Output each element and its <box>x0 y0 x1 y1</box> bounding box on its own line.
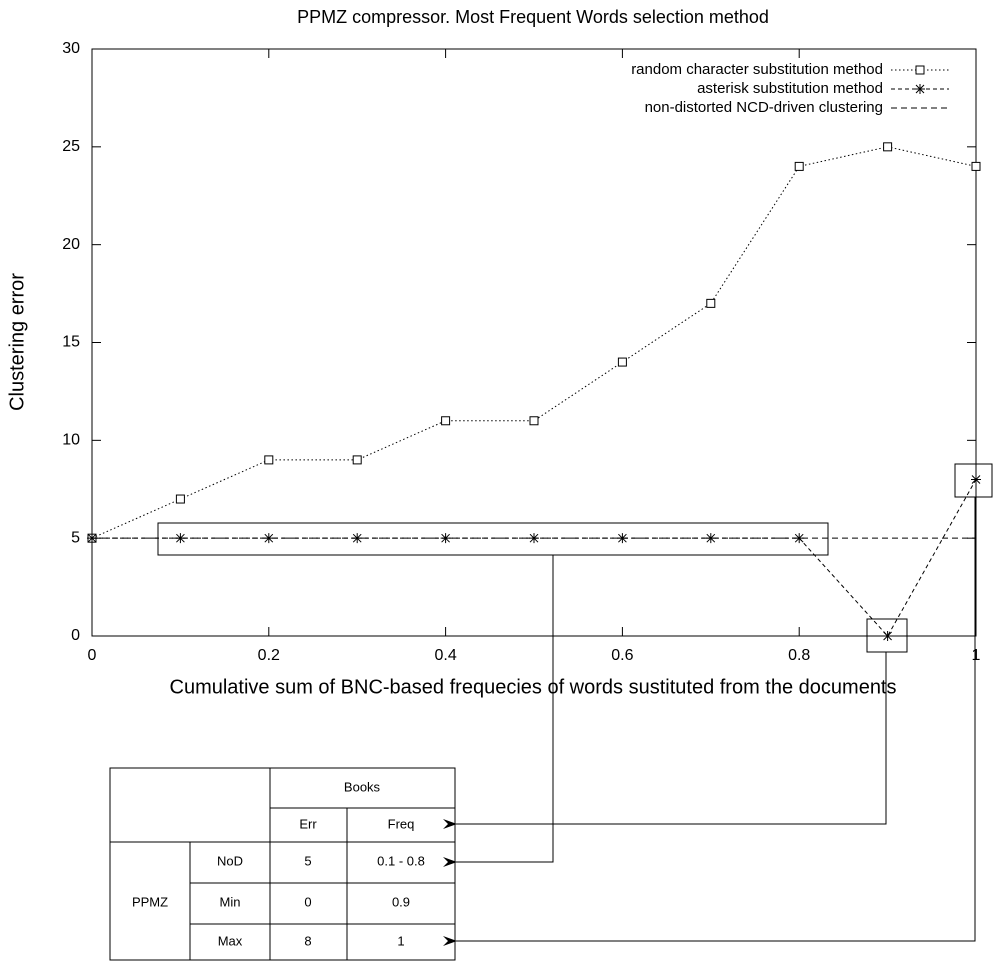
y-tick-label: 15 <box>62 334 80 351</box>
x-tick-label: 0.6 <box>611 647 633 664</box>
x-axis-label: Cumulative sum of BNC-based frequecies o… <box>170 676 897 698</box>
data-point <box>794 161 804 171</box>
x-tick-label: 0.8 <box>788 647 810 664</box>
data-point <box>617 357 627 367</box>
data-point <box>175 494 185 504</box>
data-point <box>263 533 274 544</box>
chart-title: PPMZ compressor. Most Frequent Words sel… <box>297 7 769 27</box>
x-tick-label: 0 <box>88 647 97 664</box>
connector-arrow <box>443 555 554 867</box>
y-axis-label: Clustering error <box>6 273 28 411</box>
data-point <box>883 142 893 152</box>
data-point <box>529 416 539 426</box>
y-tick-label: 25 <box>62 138 80 155</box>
plot-frame <box>91 48 977 637</box>
table-cell: 1 <box>397 933 404 948</box>
annotation-box <box>157 522 829 556</box>
legend-label: random character substitution method <box>631 61 883 78</box>
y-tick-label: 20 <box>62 236 80 253</box>
table-header: Err <box>299 816 317 831</box>
connector-arrow <box>443 652 887 829</box>
data-point <box>706 298 716 308</box>
table-header: Books <box>344 779 381 794</box>
x-tick-label: 0.4 <box>434 647 456 664</box>
data-point <box>971 474 981 485</box>
table-cell: 8 <box>304 933 311 948</box>
y-tick-label: 10 <box>62 432 80 449</box>
table-header: Freq <box>388 816 415 831</box>
y-tick-label: 30 <box>62 40 80 57</box>
x-tick-label: 0.2 <box>258 647 280 664</box>
annotations <box>157 463 993 946</box>
table-row-group: PPMZ <box>132 894 168 909</box>
table-cell: 0.9 <box>392 894 410 909</box>
data-point <box>882 631 893 641</box>
y-tick-label: 5 <box>71 529 80 546</box>
plot-area: 0 5 10 15 20 25 30 0 0.2 0.4 0.6 0.8 1 random charact… <box>62 40 981 664</box>
data-point <box>441 416 451 426</box>
legend-marker <box>915 65 925 75</box>
table-cell: Min <box>220 894 241 909</box>
legend-marker <box>915 84 925 94</box>
series-line <box>91 146 977 539</box>
data-point <box>352 455 362 465</box>
x-tick-label: 1 <box>972 647 981 664</box>
table-cell: NoD <box>217 853 243 868</box>
series-line <box>92 479 977 637</box>
table-cell: 0.1 - 0.8 <box>377 853 425 868</box>
data-point <box>794 533 805 544</box>
table-cell: 5 <box>304 853 311 868</box>
data-point <box>705 533 716 544</box>
data-point <box>264 455 274 465</box>
y-tick-label: 0 <box>71 627 80 644</box>
legend-label: non-distorted NCD-driven clustering <box>645 99 883 116</box>
table-cell: 0 <box>304 894 311 909</box>
annotation-box <box>954 463 993 498</box>
annotation-box <box>866 618 908 653</box>
data-point <box>175 533 186 544</box>
data-point <box>971 161 981 171</box>
connector-arrow <box>443 497 976 946</box>
table-grid <box>109 767 456 961</box>
table-cell: Max <box>218 933 243 948</box>
legend-label: asterisk substitution method <box>697 80 883 97</box>
